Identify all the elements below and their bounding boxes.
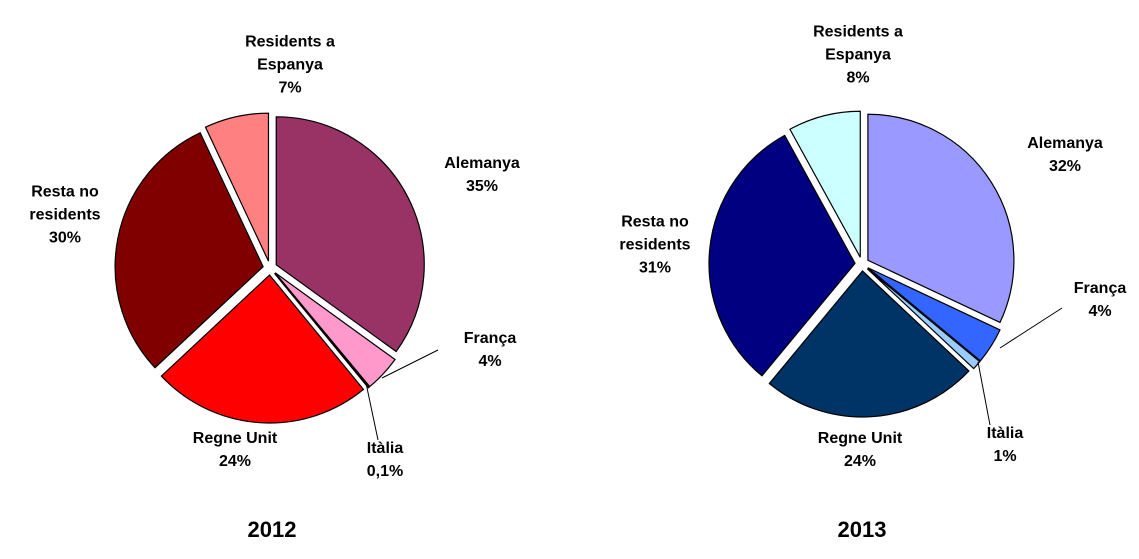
slice-name: França <box>1073 280 1127 297</box>
slice-value: 24% <box>218 453 252 470</box>
leader-line <box>381 349 439 379</box>
slice-value: 1% <box>993 448 1017 465</box>
slice-value: 0,1% <box>366 463 404 480</box>
slice-value: 35% <box>465 178 499 195</box>
slice-label: Alemanya 35% <box>422 152 542 198</box>
slice-value: 31% <box>638 259 672 277</box>
pie-slice <box>114 131 264 369</box>
slice-name: França <box>463 330 517 347</box>
slice-label: Resta no residents 31% <box>605 211 705 280</box>
slice-name: Resta no residents <box>29 183 101 224</box>
chart-title: 2012 <box>247 517 297 542</box>
pie-slice <box>867 267 1001 362</box>
slice-label: Itàlia 0,1% <box>355 437 415 483</box>
slice-name: Itàlia <box>366 440 404 457</box>
pie-slice <box>789 110 861 258</box>
slice-value: 30% <box>48 229 82 247</box>
slice-value: 32% <box>1048 158 1082 175</box>
slice-name: Regne Unit <box>192 430 278 447</box>
pie-slice <box>160 274 365 424</box>
slice-label: Residents a Espanya 8% <box>788 21 928 90</box>
slice-name: Alemanya <box>444 155 520 172</box>
leader-line <box>977 361 991 426</box>
slice-label: França 4% <box>1060 277 1139 323</box>
slice-name: Alemanya <box>1027 135 1103 152</box>
leader-line <box>365 382 379 441</box>
chart-title: 2013 <box>837 517 887 542</box>
pie-slice <box>708 134 856 377</box>
slice-value: 24% <box>843 453 877 470</box>
slice-name: Regne Unit <box>817 430 903 447</box>
slice-value: 8% <box>846 69 870 87</box>
slice-label: Alemanya 32% <box>1005 132 1125 178</box>
slice-name: Itàlia <box>986 425 1024 442</box>
slice-label: França 4% <box>450 327 530 373</box>
slice-name: Resta no residents <box>619 213 691 254</box>
slice-value: 7% <box>278 79 302 97</box>
pie-slice <box>274 272 396 388</box>
slice-label: Residents a Espanya 7% <box>220 31 360 100</box>
pie-slice <box>768 270 970 418</box>
slice-value: 4% <box>1088 303 1112 320</box>
slice-value: 4% <box>478 353 502 370</box>
slice-name: Residents a Espanya <box>813 23 903 64</box>
pie-slice <box>204 112 270 262</box>
pie-slice <box>866 268 981 370</box>
pie-slice <box>275 116 425 353</box>
slice-label: Resta no residents 30% <box>15 181 115 250</box>
pie-slice <box>867 113 1015 324</box>
leader-line <box>999 307 1063 349</box>
slice-label: Regne Unit 24% <box>175 427 295 473</box>
pie-slice <box>273 273 370 389</box>
slice-name: Residents a Espanya <box>245 33 335 74</box>
slice-label: Itàlia 1% <box>975 422 1035 468</box>
slice-label: Regne Unit 24% <box>800 427 920 473</box>
